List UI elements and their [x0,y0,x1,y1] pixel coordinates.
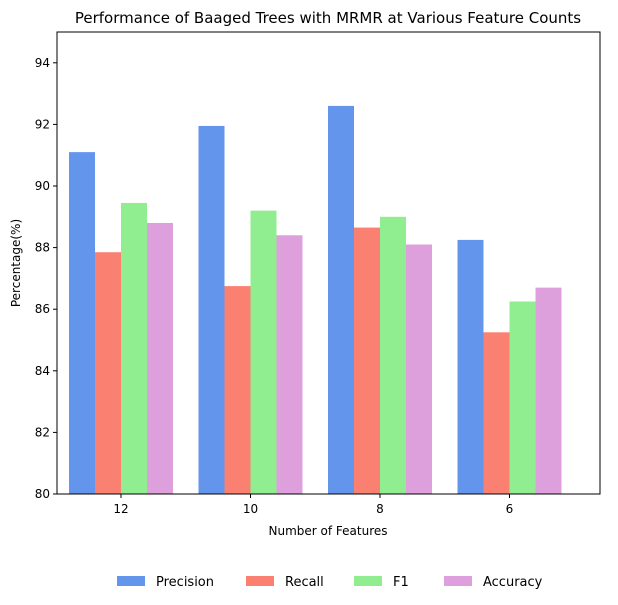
legend-swatch-f1 [354,576,382,586]
chart-title: Performance of Baaged Trees with MRMR at… [75,9,581,27]
x-tick-label: 6 [506,502,514,516]
y-tick-label: 82 [35,425,50,439]
bar-precision-6 [457,239,484,494]
y-tick-label: 94 [35,56,50,70]
bar-recall-12 [95,252,121,494]
y-tick-label: 80 [35,487,50,501]
y-tick-label: 90 [35,179,50,193]
y-tick-label: 86 [35,302,50,316]
legend-label-f1: F1 [393,575,409,590]
x-axis-label: Number of Features [269,524,388,538]
legend-swatch-accuracy [444,576,472,586]
bar-recall-6 [483,332,510,494]
y-tick-label: 92 [35,117,50,131]
legend-swatch-precision [117,576,145,586]
x-tick-label: 12 [113,502,128,516]
bar-accuracy-8 [406,244,432,494]
bar-f1-10 [250,210,277,494]
legend-label-recall: Recall [285,575,324,590]
bar-accuracy-10 [276,235,303,494]
bar-f1-12 [121,202,147,494]
y-tick-label: 88 [35,241,50,255]
bar-precision-8 [328,105,354,495]
x-tick-label: 10 [243,502,258,516]
legend-label-accuracy: Accuracy [483,575,543,590]
bar-f1-6 [509,301,536,494]
bar-f1-8 [380,216,406,495]
bar-precision-10 [198,125,225,494]
bar-recall-8 [354,227,380,494]
bar-precision-12 [69,152,95,494]
legend-label-precision: Precision [156,575,214,590]
legend-swatch-recall [246,576,274,586]
x-tick-label: 8 [376,502,384,516]
legend: Precision Recall F1 Accuracy [117,575,543,590]
bar-accuracy-12 [147,222,173,494]
y-tick-label: 84 [35,364,50,378]
bar-accuracy-6 [535,287,562,494]
y-axis-label: Percentage(%) [9,219,23,307]
bar-recall-10 [224,286,251,494]
plot-frame [56,31,601,495]
